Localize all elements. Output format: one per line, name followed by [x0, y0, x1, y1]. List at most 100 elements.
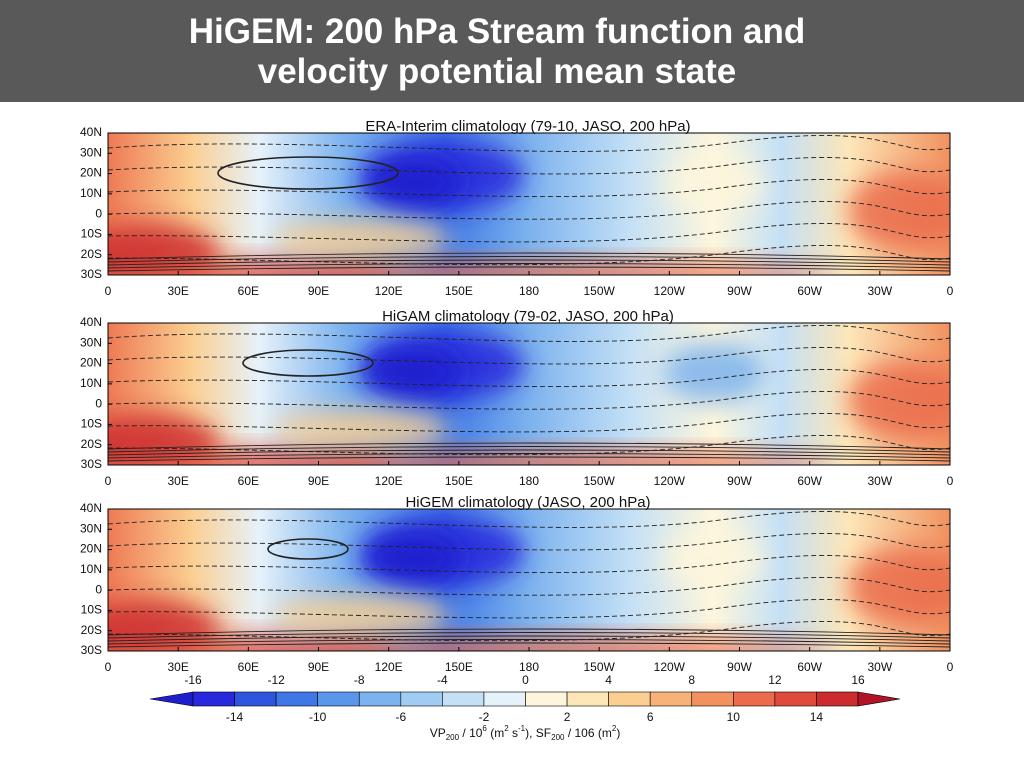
- field-blob: [664, 528, 765, 589]
- contour: [108, 347, 950, 365]
- colorbar-swatch: [608, 691, 651, 707]
- label-part: (m: [595, 726, 612, 740]
- x-tick-label: 0: [105, 284, 112, 298]
- field-blob: [108, 223, 221, 275]
- contour: [108, 449, 950, 456]
- header: HiGEM: 200 hPa Stream function and veloc…: [0, 0, 1024, 102]
- colorbar-label: 4: [605, 673, 612, 687]
- colorbar-swatch: [400, 691, 443, 707]
- label-part: / 10: [459, 726, 483, 740]
- colorbar-swatch: [525, 691, 568, 707]
- label-part: s: [509, 726, 518, 740]
- colorbar-label: 10: [727, 710, 741, 724]
- contour: [108, 413, 950, 433]
- colorbar-swatch: [192, 691, 235, 707]
- contour: [108, 628, 950, 636]
- x-tick-label: 90W: [727, 284, 752, 298]
- field-bg: [108, 323, 950, 465]
- colorbar-label: 16: [851, 673, 865, 687]
- colorbar-swatch: [317, 691, 360, 707]
- contour: [108, 223, 950, 243]
- x-tick-label: 120E: [375, 474, 403, 488]
- y-tick-label: 30S: [81, 457, 102, 471]
- label-part: 2: [612, 724, 617, 733]
- x-tick-label: 90E: [308, 660, 329, 674]
- y-tick-label: 30N: [80, 521, 102, 535]
- label-part: 6: [588, 726, 595, 740]
- field-blob: [108, 599, 221, 651]
- colorbar-swatch: [733, 691, 776, 707]
- x-tick-label: 0: [947, 660, 954, 674]
- x-tick-label: 150E: [445, 474, 473, 488]
- x-tick-label: 180: [519, 284, 539, 298]
- x-tick-label: 150E: [445, 284, 473, 298]
- x-tick-label: 60W: [797, 660, 822, 674]
- contour: [108, 642, 950, 648]
- colorbar-swatch: [816, 691, 859, 707]
- y-tick-label: 20S: [81, 247, 102, 261]
- y-tick-label: 40N: [80, 501, 102, 515]
- field-blob: [361, 347, 462, 398]
- x-tick-label: 30E: [167, 474, 188, 488]
- colorbar-swatch: [442, 691, 485, 707]
- y-tick-label: 30S: [81, 267, 102, 281]
- x-tick-label: 60E: [238, 474, 259, 488]
- x-tick-label: 30E: [167, 660, 188, 674]
- colorbar-label: 8: [688, 673, 695, 687]
- x-tick-label: 150E: [445, 660, 473, 674]
- title-line: HiGEM: 200 hPa Stream function and: [188, 12, 806, 51]
- x-tick-label: 60W: [797, 474, 822, 488]
- x-tick-label: 150W: [583, 284, 615, 298]
- x-tick-label: 90E: [308, 474, 329, 488]
- y-tick-label: 10N: [80, 186, 102, 200]
- label-part: (m: [487, 726, 504, 740]
- colorbar-swatch: [566, 691, 609, 707]
- y-tick-label: 0: [95, 206, 102, 220]
- label-part: VP: [430, 726, 446, 740]
- label-part: 200: [446, 733, 460, 742]
- y-tick-label: 0: [95, 396, 102, 410]
- y-tick-label: 10S: [81, 227, 102, 241]
- panel-title: HiGEM climatology (JASO, 200 hPa): [405, 494, 650, 511]
- colorbar-swatch: [691, 691, 734, 707]
- colorbar-label: -16: [184, 673, 202, 687]
- x-tick-label: 60E: [238, 284, 259, 298]
- colorbar-label: -8: [354, 673, 365, 687]
- contour: [108, 599, 950, 619]
- colorbar-swatch: [275, 691, 318, 707]
- x-tick-label: 0: [105, 660, 112, 674]
- x-tick-label: 120W: [654, 284, 686, 298]
- contour: [267, 538, 349, 560]
- map-panel: HiGEM climatology (JASO, 200 hPa) 40N 30N 2…: [80, 494, 954, 674]
- field-blob: [361, 533, 462, 584]
- x-tick-label: 30W: [867, 284, 892, 298]
- contour: [108, 435, 950, 456]
- colorbar-title: VP200 / 106 (m2 s-1), SF200 / 106 (m2): [430, 724, 621, 742]
- x-tick-label: 120W: [654, 474, 686, 488]
- y-tick-label: 10S: [81, 417, 102, 431]
- y-tick-label: 30N: [80, 335, 102, 349]
- map-field: [108, 509, 950, 651]
- colorbar-label: -14: [226, 710, 244, 724]
- x-tick-label: 60W: [797, 284, 822, 298]
- colorbar-label: -2: [479, 710, 490, 724]
- y-tick-label: 30S: [81, 643, 102, 657]
- contour: [108, 391, 950, 410]
- colorbar-label: 12: [768, 673, 782, 687]
- colorbar-swatch: [234, 691, 277, 707]
- colorbar-label: 14: [810, 710, 824, 724]
- colorbar-swatch: [649, 691, 693, 707]
- x-tick-label: 180: [519, 660, 539, 674]
- x-tick-label: 0: [105, 474, 112, 488]
- contour: [108, 245, 950, 266]
- colorbar-label: -12: [267, 673, 285, 687]
- contour: [108, 577, 950, 596]
- label-part: ), SF: [525, 726, 551, 740]
- map-panel: ERA-Interim climatology (79-10, JASO, 20…: [80, 118, 954, 298]
- contour: [108, 446, 950, 453]
- contour: [108, 555, 950, 573]
- field-bg: [108, 509, 950, 651]
- y-tick-label: 40N: [80, 125, 102, 139]
